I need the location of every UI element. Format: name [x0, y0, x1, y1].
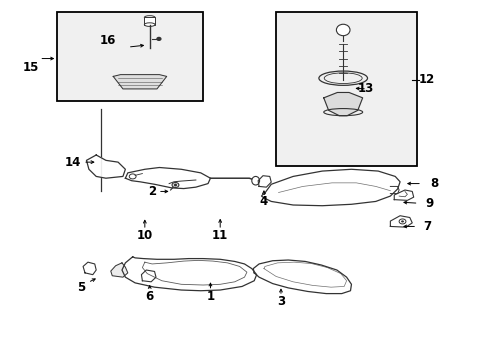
- Text: 8: 8: [429, 177, 437, 190]
- Ellipse shape: [336, 24, 349, 36]
- Text: 15: 15: [22, 61, 39, 74]
- Bar: [144, 18, 155, 24]
- Text: 9: 9: [424, 197, 432, 210]
- Bar: [57, 12, 203, 102]
- Circle shape: [172, 183, 179, 188]
- Ellipse shape: [144, 16, 155, 19]
- Ellipse shape: [251, 176, 259, 185]
- Text: 5: 5: [77, 281, 85, 294]
- Text: 3: 3: [276, 295, 285, 308]
- Bar: [276, 12, 416, 166]
- Polygon shape: [113, 75, 166, 89]
- Text: 2: 2: [148, 185, 156, 198]
- Text: 14: 14: [65, 156, 81, 168]
- Text: 4: 4: [259, 195, 267, 208]
- Circle shape: [400, 220, 403, 222]
- Polygon shape: [253, 260, 351, 294]
- Text: 1: 1: [206, 289, 214, 303]
- Polygon shape: [323, 93, 362, 116]
- Ellipse shape: [144, 23, 155, 26]
- Text: 7: 7: [422, 220, 430, 233]
- Polygon shape: [122, 257, 256, 291]
- Polygon shape: [86, 155, 125, 178]
- Text: 16: 16: [99, 34, 115, 47]
- Circle shape: [157, 37, 161, 40]
- Text: 6: 6: [145, 289, 154, 303]
- Text: 12: 12: [418, 73, 434, 86]
- Polygon shape: [389, 216, 411, 227]
- Polygon shape: [125, 167, 210, 189]
- Circle shape: [398, 219, 405, 224]
- Polygon shape: [393, 190, 413, 201]
- Polygon shape: [141, 270, 156, 282]
- Circle shape: [174, 184, 177, 186]
- Polygon shape: [258, 176, 271, 187]
- Polygon shape: [261, 169, 399, 206]
- Polygon shape: [83, 262, 96, 275]
- Text: 11: 11: [212, 229, 228, 242]
- Text: 10: 10: [137, 229, 153, 242]
- Text: 13: 13: [357, 82, 373, 95]
- Polygon shape: [111, 263, 127, 277]
